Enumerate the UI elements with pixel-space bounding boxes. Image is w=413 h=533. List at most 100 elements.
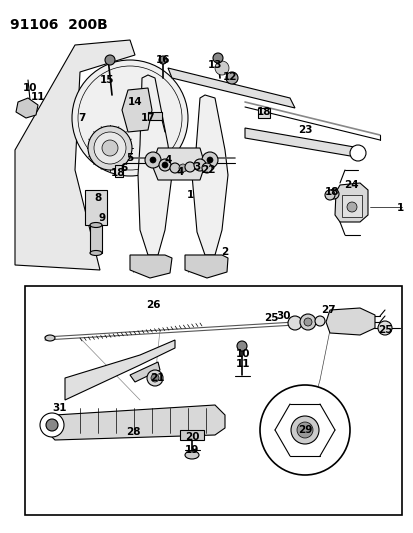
Ellipse shape xyxy=(185,451,199,459)
Text: 29: 29 xyxy=(297,425,311,435)
Bar xyxy=(341,195,361,217)
Circle shape xyxy=(314,316,324,326)
Circle shape xyxy=(40,413,64,437)
Circle shape xyxy=(88,126,132,170)
Text: 20: 20 xyxy=(184,432,199,442)
Text: 21: 21 xyxy=(150,373,164,383)
Polygon shape xyxy=(45,405,224,440)
Ellipse shape xyxy=(90,251,102,255)
Polygon shape xyxy=(122,88,152,132)
Circle shape xyxy=(259,385,349,475)
Circle shape xyxy=(46,419,58,431)
Text: 22: 22 xyxy=(200,165,215,175)
Text: 9: 9 xyxy=(98,213,105,223)
Circle shape xyxy=(159,159,171,171)
Circle shape xyxy=(150,157,156,163)
Text: 18: 18 xyxy=(111,168,125,178)
Polygon shape xyxy=(130,362,159,382)
Circle shape xyxy=(202,163,211,173)
Circle shape xyxy=(236,341,247,351)
Text: 24: 24 xyxy=(343,180,357,190)
Polygon shape xyxy=(185,255,228,278)
Polygon shape xyxy=(130,255,171,278)
Polygon shape xyxy=(334,183,367,222)
Text: 25: 25 xyxy=(377,325,391,335)
Circle shape xyxy=(377,321,391,335)
Text: 2: 2 xyxy=(221,247,228,257)
Text: 13: 13 xyxy=(207,60,222,70)
Polygon shape xyxy=(244,128,361,158)
Bar xyxy=(90,225,102,253)
Text: 12: 12 xyxy=(222,72,237,82)
Text: 26: 26 xyxy=(145,300,160,310)
Circle shape xyxy=(303,318,311,326)
Text: 11: 11 xyxy=(31,92,45,102)
Text: 15: 15 xyxy=(100,75,114,85)
Text: 4: 4 xyxy=(176,167,183,177)
Circle shape xyxy=(290,416,318,444)
Circle shape xyxy=(194,159,206,171)
Circle shape xyxy=(287,316,301,330)
Text: 30: 30 xyxy=(276,311,291,321)
Circle shape xyxy=(324,190,334,200)
Text: 1: 1 xyxy=(395,203,403,213)
Circle shape xyxy=(299,314,315,330)
Polygon shape xyxy=(15,40,135,270)
Text: 17: 17 xyxy=(140,113,155,123)
Circle shape xyxy=(102,140,118,156)
Text: 31: 31 xyxy=(52,403,67,413)
Text: 14: 14 xyxy=(127,97,142,107)
Text: 10: 10 xyxy=(23,83,37,93)
Polygon shape xyxy=(138,75,171,255)
Circle shape xyxy=(206,157,212,163)
Text: 25: 25 xyxy=(263,313,278,323)
Text: 10: 10 xyxy=(235,349,249,359)
Text: 4: 4 xyxy=(164,155,171,165)
Circle shape xyxy=(178,164,187,172)
Polygon shape xyxy=(325,308,374,335)
Text: 28: 28 xyxy=(126,427,140,437)
Text: 27: 27 xyxy=(320,305,335,315)
Circle shape xyxy=(185,162,195,172)
Circle shape xyxy=(105,55,115,65)
Polygon shape xyxy=(192,95,228,255)
Circle shape xyxy=(161,162,168,168)
Circle shape xyxy=(94,132,126,164)
Circle shape xyxy=(170,163,180,173)
Polygon shape xyxy=(168,68,294,108)
Text: 3: 3 xyxy=(193,162,200,172)
Circle shape xyxy=(159,56,166,64)
Text: 1: 1 xyxy=(186,190,193,200)
Text: 19: 19 xyxy=(184,445,199,455)
Text: 5: 5 xyxy=(126,153,133,163)
Circle shape xyxy=(225,72,237,84)
Circle shape xyxy=(346,202,356,212)
Circle shape xyxy=(214,61,228,75)
Bar xyxy=(85,190,107,225)
Polygon shape xyxy=(65,340,175,400)
Text: 7: 7 xyxy=(78,113,85,123)
Bar xyxy=(25,286,401,515)
Bar xyxy=(180,430,204,440)
Circle shape xyxy=(212,53,223,63)
Bar xyxy=(115,165,123,177)
Bar xyxy=(147,112,161,120)
Polygon shape xyxy=(16,98,38,118)
Text: 18: 18 xyxy=(324,187,338,197)
Text: 6: 6 xyxy=(120,163,127,173)
Text: 16: 16 xyxy=(155,55,170,65)
Bar xyxy=(257,108,269,118)
Circle shape xyxy=(328,189,338,199)
Text: 18: 18 xyxy=(256,107,271,117)
Polygon shape xyxy=(152,148,204,180)
Circle shape xyxy=(145,152,161,168)
Text: 91106  200B: 91106 200B xyxy=(10,18,107,32)
Ellipse shape xyxy=(90,222,102,228)
Circle shape xyxy=(296,422,312,438)
Circle shape xyxy=(151,374,159,382)
Circle shape xyxy=(202,152,218,168)
Circle shape xyxy=(349,145,365,161)
Text: 11: 11 xyxy=(235,359,249,369)
Circle shape xyxy=(147,370,163,386)
Text: 23: 23 xyxy=(297,125,311,135)
